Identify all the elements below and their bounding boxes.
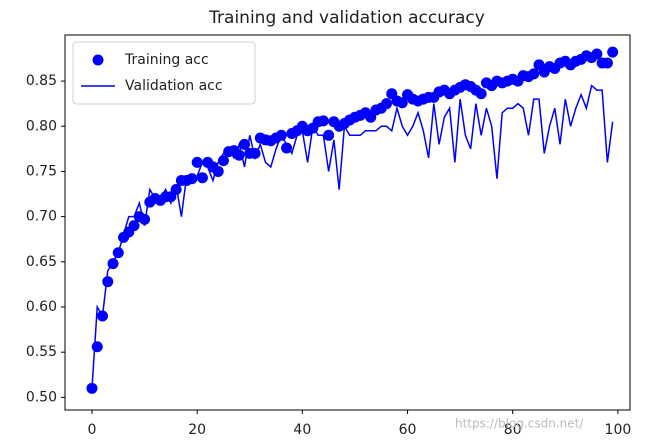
point [91, 341, 103, 353]
point [186, 173, 198, 185]
y-tick-label: 0.50 [26, 389, 57, 405]
point [380, 98, 392, 110]
line [91, 84, 614, 389]
y-tick-label: 0.55 [26, 344, 57, 360]
x-tick-label: 80 [504, 422, 522, 438]
point [191, 156, 203, 168]
x-tick-label: 60 [399, 422, 417, 438]
x-tick-label: 100 [605, 422, 632, 438]
point [475, 88, 487, 100]
point [396, 97, 408, 109]
point [323, 129, 335, 141]
legend-label: Validation acc [125, 78, 223, 94]
point [601, 57, 613, 69]
legend-label: Training acc [124, 52, 209, 68]
point [128, 220, 140, 232]
x-tick-label: 0 [88, 422, 97, 438]
y-tick-label: 0.70 [26, 209, 57, 225]
y-tick-label: 0.60 [26, 299, 57, 315]
y-tick-label: 0.85 [26, 73, 57, 89]
plot-area [64, 34, 631, 411]
legend-marker [92, 54, 104, 66]
chart-title: Training and validation accuracy [208, 8, 485, 28]
y-tick-label: 0.80 [26, 118, 57, 134]
point [281, 142, 293, 154]
point [591, 48, 603, 60]
point [196, 172, 208, 184]
x-tick-label: 20 [188, 422, 206, 438]
point [528, 68, 540, 80]
y-tick-label: 0.65 [26, 254, 57, 270]
point [607, 46, 619, 58]
point [317, 115, 329, 127]
x-tick-label: 40 [293, 422, 311, 438]
point [86, 382, 98, 394]
point [102, 276, 114, 288]
y-tick-label: 0.75 [26, 163, 57, 179]
legend-box [72, 41, 256, 105]
watermark: https://blog.csdn.net/ [455, 417, 584, 431]
